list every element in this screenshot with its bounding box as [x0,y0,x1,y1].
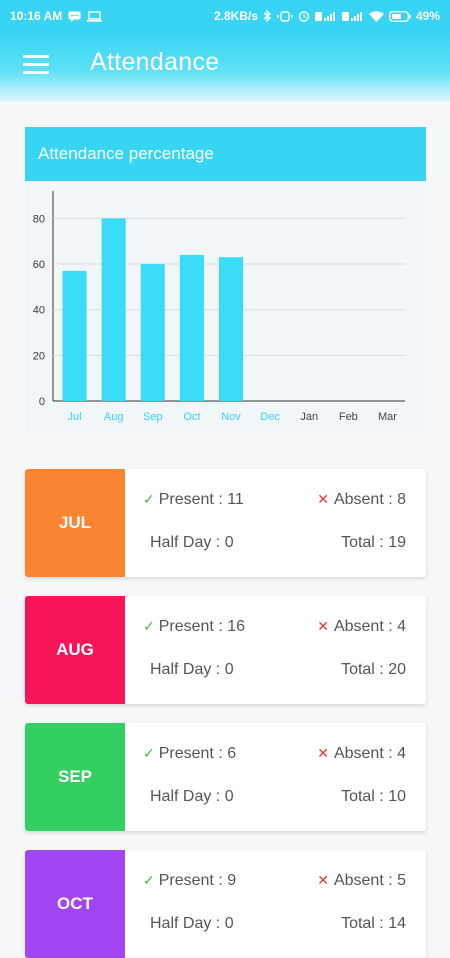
x-tick-label: Feb [339,411,358,423]
month-label: JUL [25,469,125,577]
bluetooth-icon [263,10,272,22]
page-title: Attendance [90,48,220,76]
battery-icon [388,10,411,22]
absent-text: Absent : 5 [333,872,406,889]
chart-header: Attendance percentage [25,127,426,181]
half-day-text: Half Day : 0 [150,661,234,678]
check-icon: ✓ [143,872,155,888]
x-tick-label: Jan [300,411,318,423]
month-label: SEP [25,723,125,831]
absent-stat: ✕ Absent : 4 [317,618,406,636]
status-bar: 10:16 AM 2.8KB/s 49% [0,0,450,32]
cross-icon: ✕ [317,491,329,507]
present-stat: ✓ Present : 16 [143,618,245,636]
x-tick-label: Jul [68,411,82,423]
month-label: AUG [25,596,125,704]
x-tick-label: Nov [221,411,241,423]
sim1-signal-icon [314,11,337,22]
absent-text: Absent : 8 [333,491,406,508]
bar [140,264,165,401]
network-speed: 2.8KB/s [213,9,258,23]
attendance-bar-chart: 0 20 40 60 80 Jul Aug Sep Oct Nov Dec Jan Feb Mar [33,191,405,423]
present-stat: ✓ Present : 6 [143,745,236,763]
present-text: Present : 11 [158,491,244,508]
cross-icon: ✕ [317,745,329,761]
check-icon: ✓ [143,745,155,761]
y-tick-label: 80 [33,213,45,225]
alarm-icon [298,10,310,22]
bar [179,254,204,401]
cross-icon: ✕ [317,618,329,634]
hamburger-menu-icon[interactable] [23,55,49,77]
half-day-text: Half Day : 0 [150,534,234,551]
x-tick-label: Sep [143,411,163,423]
absent-stat: ✕ Absent : 5 [317,872,406,890]
attendance-chart-card: Attendance percentage 0 20 40 60 80 Jul Aug Sep… [25,127,426,432]
x-tick-label: Aug [104,411,124,423]
y-tick-label: 40 [33,305,45,317]
half-day-text: Half Day : 0 [150,788,234,805]
check-icon: ✓ [143,491,155,507]
y-tick-label: 20 [33,350,45,362]
vibrate-icon [277,10,293,22]
bar [219,257,243,401]
present-text: Present : 9 [158,872,237,889]
sim2-signal-icon [341,11,364,22]
total-text: Total : 20 [341,661,406,678]
message-icon [68,11,81,22]
x-tick-label: Mar [378,411,397,423]
month-card[interactable]: AUG ✓ Present : 16 ✕ Absent : 4 Half Day : 0 T… [25,596,426,704]
half-day-text: Half Day : 0 [150,915,234,932]
month-card[interactable]: OCT ✓ Present : 9 ✕ Absent : 5 Half Day : 0 To… [25,850,426,958]
present-text: Present : 6 [158,745,237,762]
bar [62,270,87,401]
absent-stat: ✕ Absent : 4 [317,745,406,763]
laptop-icon [87,10,103,22]
wifi-icon [368,10,384,22]
present-text: Present : 16 [158,618,246,635]
present-stat: ✓ Present : 9 [143,872,236,890]
month-card[interactable]: SEP ✓ Present : 6 ✕ Absent : 4 Half Day : 0 To… [25,723,426,831]
x-tick-label: Oct [183,411,200,423]
check-icon: ✓ [143,618,155,634]
bar [101,218,126,401]
month-card[interactable]: JUL ✓ Present : 11 ✕ Absent : 8 Half Day : 0 T… [25,469,426,577]
absent-text: Absent : 4 [333,618,406,635]
total-text: Total : 10 [341,788,406,805]
x-tick-label: Dec [260,411,280,423]
status-time: 10:16 AM [10,9,63,23]
absent-text: Absent : 4 [333,745,406,762]
total-text: Total : 14 [341,915,406,932]
absent-stat: ✕ Absent : 8 [317,491,406,509]
y-tick-label: 60 [33,259,45,271]
cross-icon: ✕ [317,872,329,888]
month-label: OCT [25,850,125,958]
total-text: Total : 19 [341,534,406,551]
app-bar: Attendance [0,32,450,102]
present-stat: ✓ Present : 11 [143,491,244,509]
battery-percent: 49% [415,9,440,23]
y-tick-label: 0 [39,396,45,408]
